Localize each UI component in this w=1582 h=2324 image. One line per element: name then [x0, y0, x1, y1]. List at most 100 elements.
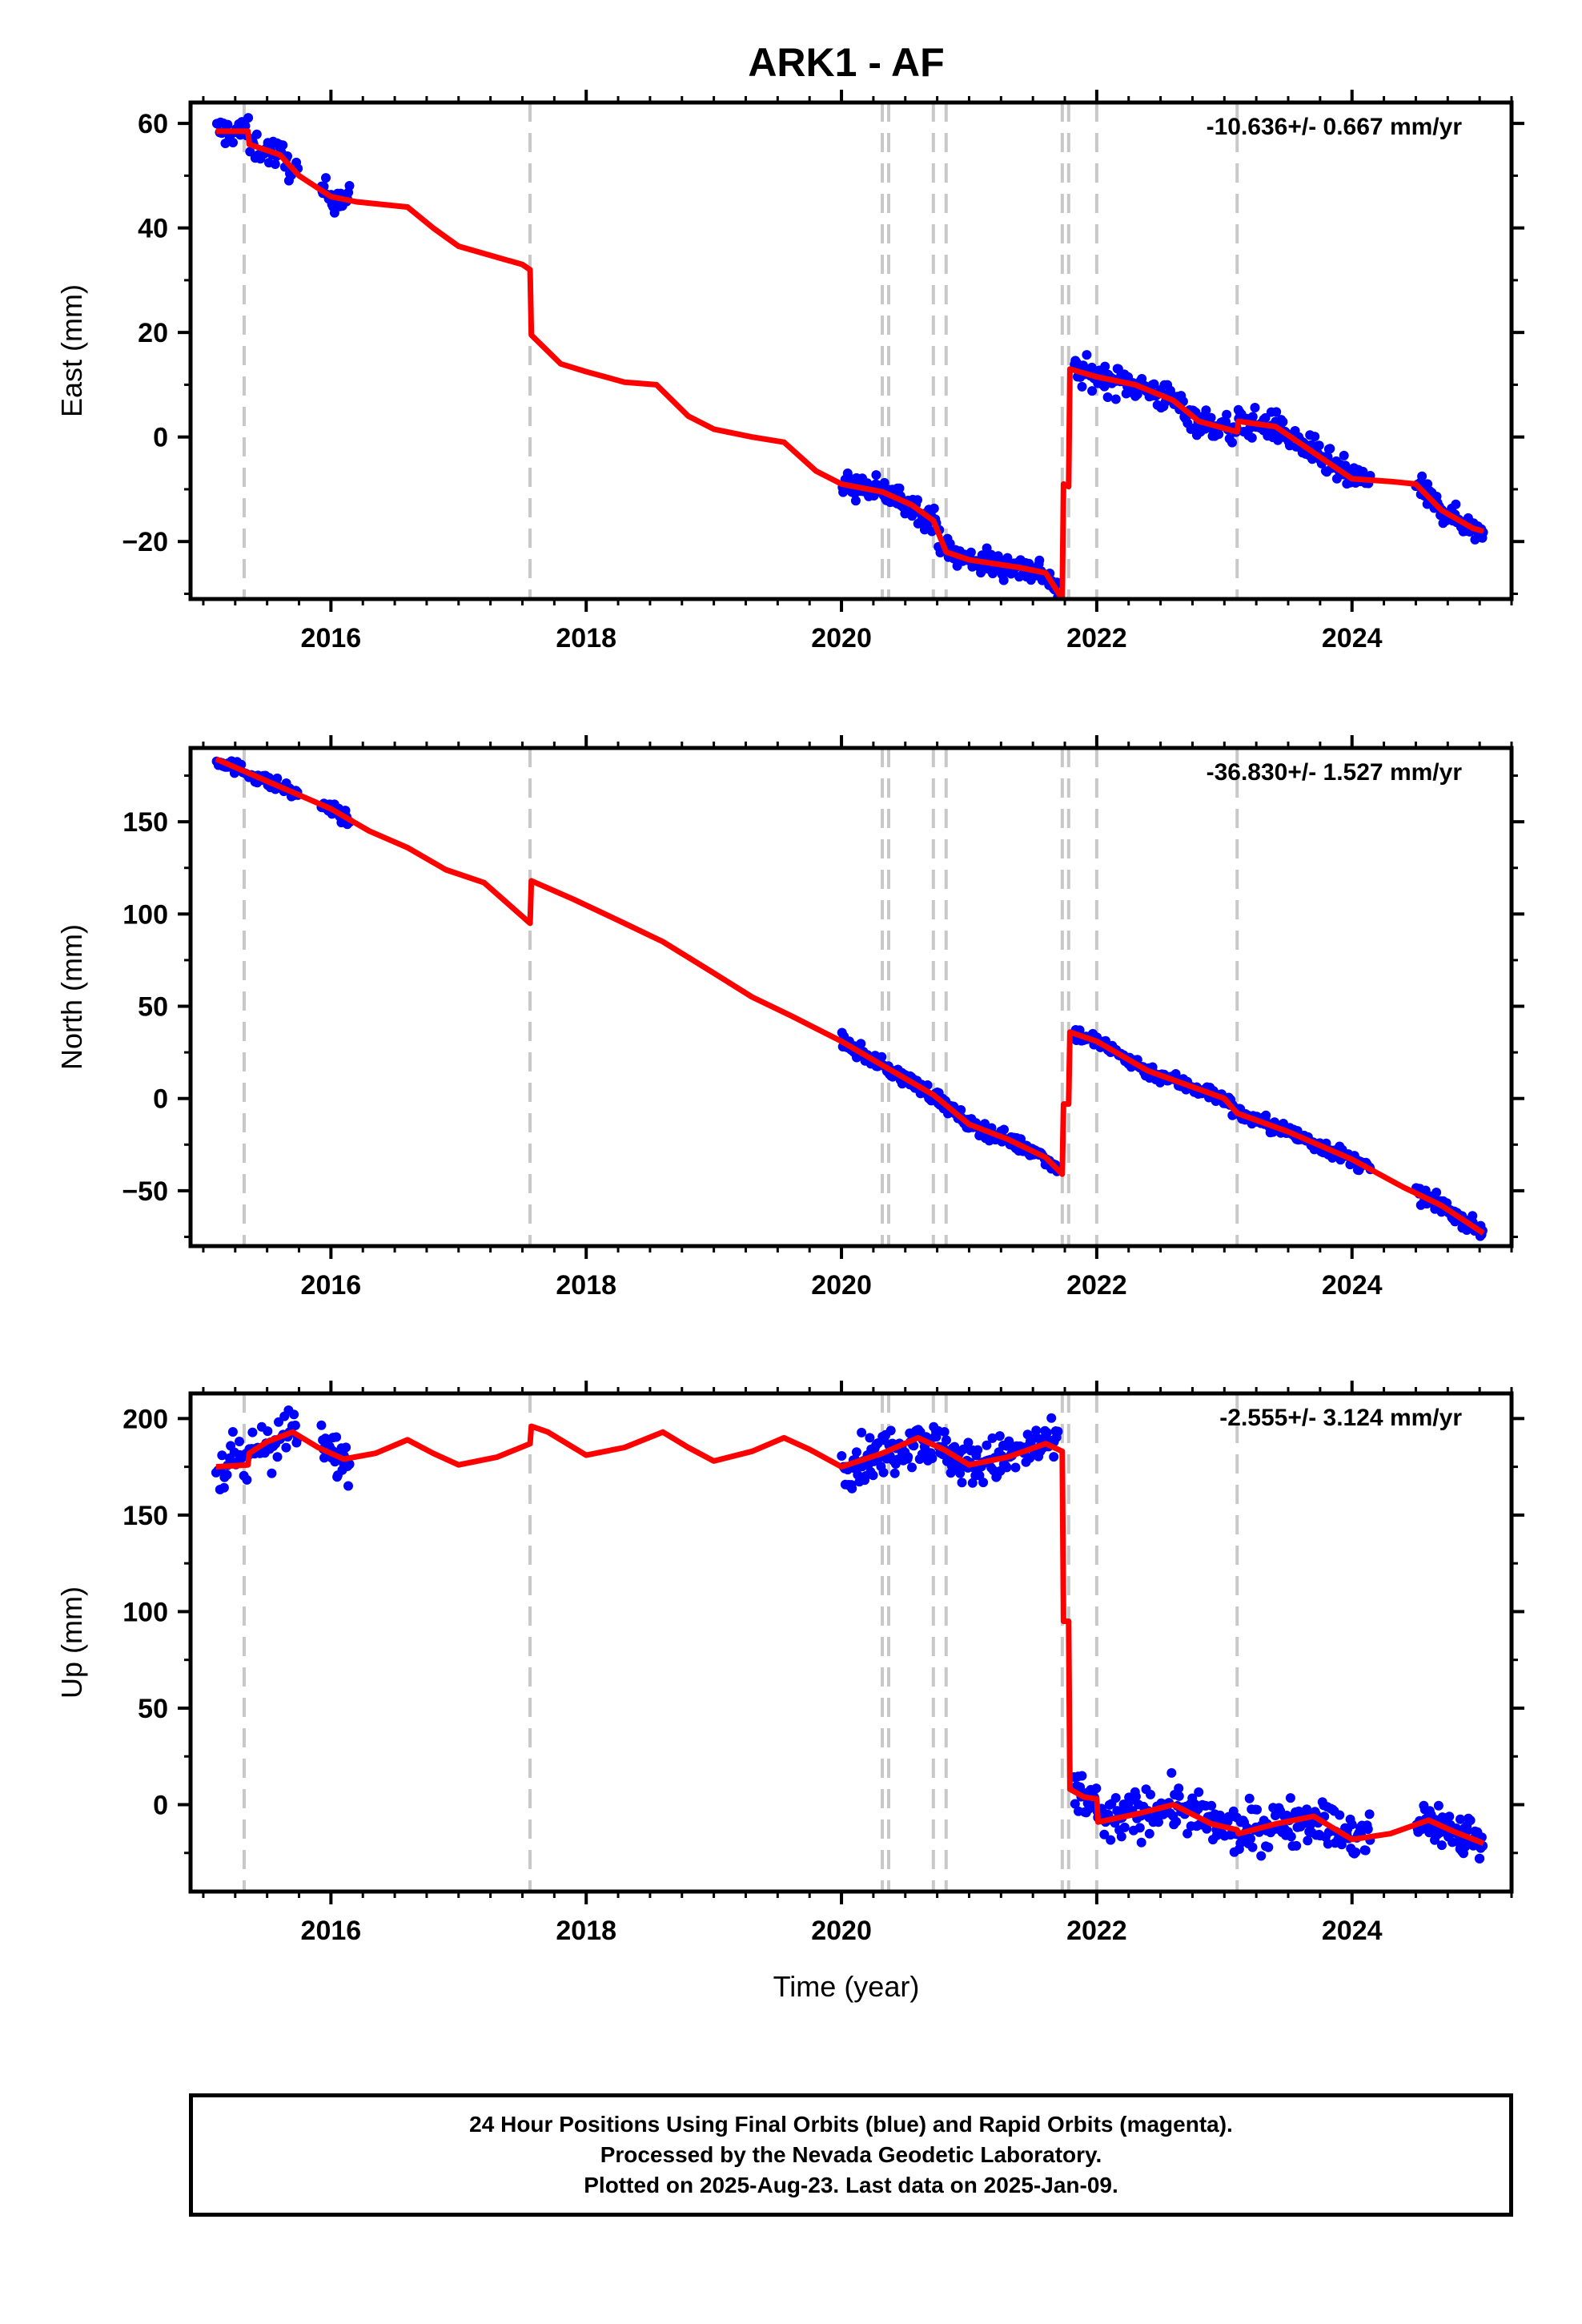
east-data-point — [1278, 416, 1288, 427]
north-y-axis-title: North (mm) — [55, 924, 88, 1070]
east-data-point — [1451, 499, 1461, 509]
up-data-point — [1263, 1842, 1274, 1852]
panel-north: 2016 2018 2020 2022 2024 −50 0 50 100 150 North (m… — [55, 735, 1524, 1301]
up-data-point — [1174, 1791, 1184, 1801]
up-data-point — [955, 1468, 966, 1478]
east-data-point — [1325, 444, 1335, 454]
footer-line-1: 24 Hour Positions Using Final Orbits (bl… — [469, 2112, 1233, 2137]
east-data-point — [1271, 407, 1282, 417]
east-data-point — [1417, 471, 1427, 481]
up-data-point — [987, 1433, 998, 1443]
east-data-point — [1222, 409, 1232, 420]
east-data-point — [1260, 412, 1271, 423]
up-frame — [188, 1391, 1514, 1894]
up-observations — [211, 1405, 1488, 1864]
north-x-tick-label: 2022 — [1066, 1270, 1127, 1301]
north-data-point — [1261, 1110, 1271, 1120]
up-data-point — [1146, 1789, 1155, 1799]
east-data-point — [1247, 432, 1257, 443]
east-data-point — [278, 140, 288, 151]
up-data-point — [1112, 1806, 1122, 1816]
north-y-tick-label: −50 — [122, 1176, 168, 1207]
up-data-point — [1049, 1452, 1059, 1462]
up-data-point — [903, 1452, 913, 1462]
up-data-point — [1182, 1828, 1193, 1839]
east-data-point — [1077, 381, 1087, 392]
up-data-point — [343, 1481, 353, 1491]
up-y-axis-title: Up (mm) — [55, 1586, 88, 1699]
east-data-point — [1206, 412, 1216, 423]
up-data-point — [1456, 1814, 1465, 1824]
footer-note: 24 Hour Positions Using Final Orbits (bl… — [189, 2093, 1513, 2217]
up-data-point — [1347, 1819, 1357, 1830]
footer-line-2: Processed by the Nevada Geodetic Laborat… — [600, 2142, 1102, 2167]
up-data-point — [1002, 1462, 1012, 1473]
up-data-point — [219, 1482, 229, 1493]
up-data-point — [1091, 1783, 1102, 1794]
east-x-tick-label: 2022 — [1066, 623, 1127, 653]
east-x-tick-label: 2018 — [556, 623, 616, 653]
east-data-point — [1214, 429, 1224, 440]
east-data-point — [1339, 450, 1349, 460]
up-data-point — [1144, 1828, 1154, 1839]
up-data-point — [1171, 1816, 1182, 1827]
up-x-tick-label: 2020 — [811, 1916, 872, 1946]
up-data-point — [885, 1425, 896, 1436]
up-data-point — [235, 1437, 244, 1446]
up-data-point — [939, 1427, 950, 1437]
up-data-point — [978, 1478, 989, 1488]
east-data-point — [1110, 394, 1121, 404]
up-data-point — [1110, 1793, 1121, 1803]
east-data-point — [894, 483, 905, 493]
up-data-point — [281, 1442, 291, 1453]
up-data-point — [1351, 1848, 1361, 1857]
up-x-tick-label: 2016 — [301, 1916, 362, 1946]
up-y-tick-label: 50 — [138, 1694, 168, 1724]
up-data-point — [837, 1451, 847, 1461]
up-data-point — [1433, 1800, 1443, 1811]
east-data-point — [1002, 553, 1013, 563]
up-data-point — [1106, 1835, 1116, 1845]
east-data-point — [228, 138, 238, 147]
up-data-point — [1042, 1428, 1052, 1437]
up-data-point — [958, 1444, 969, 1454]
east-data-point — [1314, 440, 1324, 451]
up-data-point — [1244, 1793, 1255, 1803]
up-data-point — [1291, 1840, 1302, 1851]
east-data-point — [321, 173, 331, 183]
up-data-point — [242, 1474, 252, 1485]
up-data-point — [1202, 1823, 1212, 1834]
up-data-point — [217, 1450, 227, 1461]
north-x-tick-label: 2018 — [556, 1270, 616, 1301]
north-y-tick-label: 150 — [122, 807, 168, 838]
time-series-plot: ARK1 - AF 2016 2018 2020 2022 2024 −20 0 20 40 60… — [55, 40, 1524, 2003]
east-data-point — [251, 129, 262, 139]
north-observations — [211, 756, 1488, 1241]
east-data-point — [223, 119, 233, 130]
up-data-point — [889, 1468, 900, 1478]
up-data-point — [982, 1440, 992, 1450]
up-x-tick-label: 2024 — [1322, 1916, 1383, 1946]
up-data-point — [1364, 1809, 1375, 1819]
east-y-tick-label: 40 — [138, 214, 168, 244]
up-data-point — [289, 1409, 299, 1420]
up-data-point — [1285, 1793, 1295, 1803]
east-y-tick-label: −20 — [122, 527, 168, 557]
up-x-tick-label: 2018 — [556, 1916, 616, 1946]
up-data-point — [1154, 1817, 1163, 1827]
east-y-tick-label: 20 — [138, 318, 168, 348]
east-observations — [211, 113, 1488, 599]
up-plot-area — [211, 1393, 1488, 1892]
east-data-point — [1470, 534, 1480, 545]
chart-title: ARK1 - AF — [748, 40, 944, 85]
up-data-point — [1075, 1782, 1086, 1792]
east-y-tick-label: 0 — [153, 423, 168, 453]
north-data-point — [272, 773, 283, 783]
east-data-point — [998, 575, 1009, 585]
east-data-point — [1250, 403, 1260, 412]
north-rate-label: -36.830+/- 1.527 mm/yr — [1207, 759, 1463, 786]
up-rate-label: -2.555+/- 3.124 mm/yr — [1219, 1405, 1462, 1431]
panel-up: 2016 2018 2020 2022 2024 0 50 100 150 200 Up (mm) -… — [55, 1381, 1524, 1946]
north-frame — [188, 746, 1514, 1248]
east-data-point — [1100, 361, 1110, 372]
